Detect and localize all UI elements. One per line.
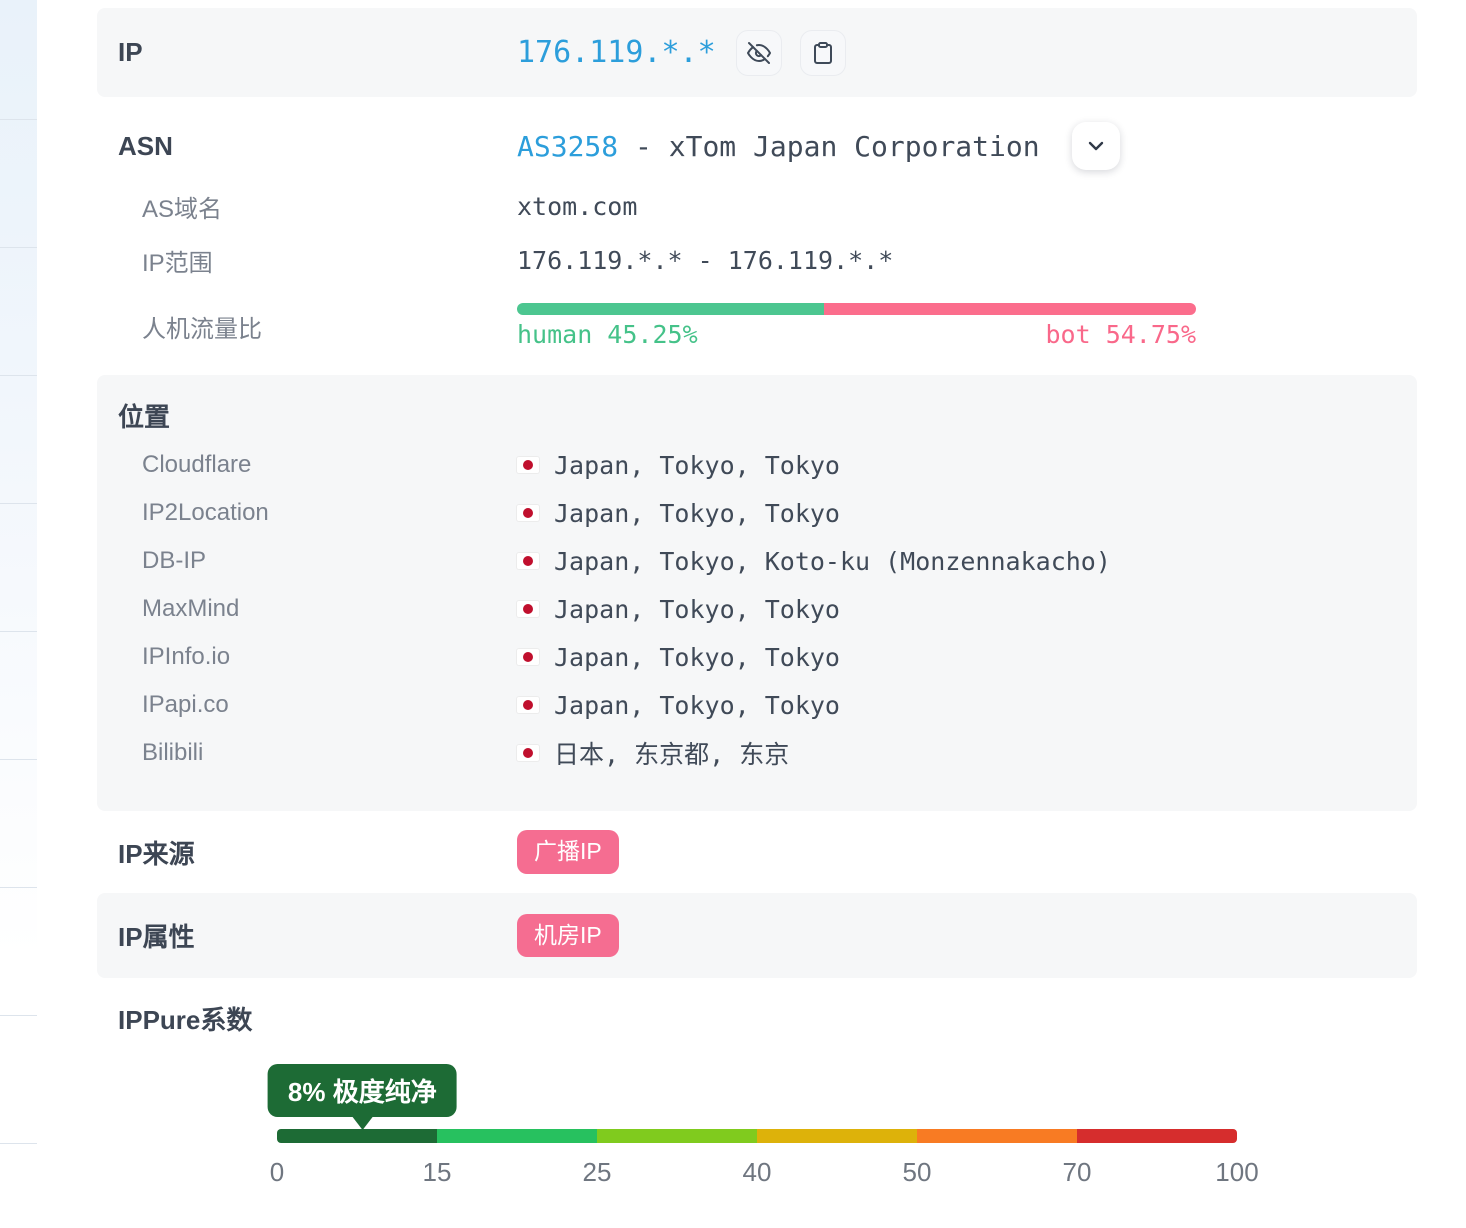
- location-row-ipapi: IPapi.co Japan, Tokyo, Tokyo: [118, 681, 1396, 729]
- ippure-score-tooltip: 8% 极度纯净: [267, 1064, 457, 1130]
- ip-label: IP: [118, 37, 143, 67]
- location-title-row: 位置: [118, 389, 1396, 441]
- ip-range-value: 176.119.*.* - 176.119.*.*: [517, 245, 894, 275]
- traffic-ratio-row: 人机流量比 human 45.25% bot 54.75%: [118, 287, 1396, 365]
- as-domain-row: AS域名 xtom.com: [118, 179, 1396, 233]
- ip-attribute-label: IP属性: [118, 922, 195, 952]
- scale-segment: [597, 1129, 757, 1143]
- location-value: Japan, Tokyo, Tokyo: [554, 498, 840, 528]
- scale-tick: 15: [422, 1157, 452, 1187]
- as-domain-label: AS域名: [142, 195, 223, 223]
- eye-off-icon: [746, 41, 771, 65]
- ip-range-label: IP范围: [142, 249, 213, 277]
- location-source-label: IP2Location: [142, 499, 269, 526]
- location-source-label: Bilibili: [142, 739, 204, 766]
- scale-tick: 100: [1215, 1157, 1259, 1187]
- chevron-down-icon: [1084, 134, 1108, 158]
- location-value: Japan, Tokyo, Tokyo: [554, 642, 840, 672]
- ippure-title: IPPure系数: [118, 1004, 253, 1035]
- location-value: Japan, Tokyo, Koto-ku (Monzennakacho): [554, 546, 1111, 576]
- japan-flag-icon: [517, 601, 539, 617]
- location-section: 位置 Cloudflare Japan, Tokyo, Tokyo IP2Loc…: [97, 375, 1417, 811]
- hide-ip-button[interactable]: [735, 29, 782, 76]
- clipboard-icon: [811, 41, 835, 65]
- as-number-link[interactable]: AS3258: [517, 129, 619, 163]
- datacenter-ip-badge: 机房IP: [517, 913, 619, 958]
- traffic-ratio-widget: human 45.25% bot 54.75%: [517, 303, 1196, 349]
- japan-flag-icon: [517, 457, 539, 473]
- scale-tick: 50: [902, 1157, 932, 1187]
- ippure-title-row: IPPure系数: [118, 992, 1396, 1044]
- as-domain-value: xtom.com: [517, 191, 638, 221]
- asn-section: ASN AS3258 - xTom Japan Corporation AS域名…: [97, 97, 1417, 375]
- copy-ip-button[interactable]: [799, 29, 846, 76]
- broadcast-ip-badge: 广播IP: [517, 830, 619, 874]
- location-source-label: IPapi.co: [142, 691, 229, 718]
- ippure-scale-bar: [277, 1129, 1237, 1143]
- traffic-bar-bot: [824, 303, 1196, 315]
- asn-org-text: - xTom Japan Corporation: [618, 129, 1040, 163]
- location-row-ipinfo: IPInfo.io Japan, Tokyo, Tokyo: [118, 633, 1396, 681]
- location-row-cloudflare: Cloudflare Japan, Tokyo, Tokyo: [118, 441, 1396, 489]
- asn-row: ASN AS3258 - xTom Japan Corporation: [118, 113, 1396, 179]
- ip-attribute-row: IP属性 机房IP: [97, 893, 1417, 978]
- location-row-dbip: DB-IP Japan, Tokyo, Koto-ku (Monzennakac…: [118, 537, 1396, 585]
- ip-source-row: IP来源 广播IP: [97, 811, 1417, 893]
- location-value: 日本, 东京都, 东京: [554, 740, 790, 769]
- ip-row: IP 176.119.*.*: [97, 8, 1417, 97]
- location-source-label: MaxMind: [142, 595, 240, 622]
- asn-value: AS3258 - xTom Japan Corporation: [517, 130, 1040, 163]
- location-value: Japan, Tokyo, Tokyo: [554, 450, 840, 480]
- scale-segment: [757, 1129, 917, 1143]
- japan-flag-icon: [517, 745, 539, 761]
- scale-tick: 70: [1062, 1157, 1092, 1187]
- scale-tick: 40: [742, 1157, 772, 1187]
- background-table-edge: [0, 0, 37, 1228]
- scale-tick: 25: [582, 1157, 612, 1187]
- bot-traffic-text: bot 54.75%: [1045, 320, 1196, 349]
- traffic-ratio-label: 人机流量比: [142, 315, 262, 343]
- ippure-scale: 8% 极度纯净 0 15 25 40 50 70 100: [267, 1064, 1259, 1187]
- location-title: 位置: [118, 401, 171, 432]
- japan-flag-icon: [517, 505, 539, 521]
- scale-segment: [437, 1129, 597, 1143]
- asn-expand-button[interactable]: [1071, 122, 1120, 170]
- location-source-label: DB-IP: [142, 547, 207, 574]
- location-source-label: Cloudflare: [142, 451, 252, 478]
- japan-flag-icon: [517, 649, 539, 665]
- location-source-label: IPInfo.io: [142, 643, 231, 670]
- ippure-section: IPPure系数 8% 极度纯净 0 15 25 40 50 70 100: [97, 978, 1417, 1207]
- traffic-bar-human: [517, 303, 825, 315]
- human-traffic-text: human 45.25%: [517, 320, 698, 349]
- japan-flag-icon: [517, 697, 539, 713]
- location-value: Japan, Tokyo, Tokyo: [554, 594, 840, 624]
- scale-tick: 0: [269, 1157, 285, 1187]
- location-row-ip2location: IP2Location Japan, Tokyo, Tokyo: [118, 489, 1396, 537]
- scale-segment: [277, 1129, 437, 1143]
- location-row-maxmind: MaxMind Japan, Tokyo, Tokyo: [118, 585, 1396, 633]
- asn-label: ASN: [118, 130, 173, 161]
- ippure-scale-ticks: 0 15 25 40 50 70 100: [270, 1143, 1259, 1187]
- location-row-bilibili: Bilibili 日本, 东京都, 东京: [118, 729, 1396, 777]
- traffic-bar-labels: human 45.25% bot 54.75%: [517, 320, 1196, 349]
- ip-value-link[interactable]: 176.119.*.*: [517, 35, 716, 70]
- location-value: Japan, Tokyo, Tokyo: [554, 690, 840, 720]
- ip-range-row: IP范围 176.119.*.* - 176.119.*.*: [118, 233, 1396, 287]
- ip-info-panel: IP 176.119.*.* ASN AS3258 - xTom: [97, 0, 1417, 1207]
- scale-segment: [1077, 1129, 1237, 1143]
- traffic-bar: [517, 303, 1196, 315]
- japan-flag-icon: [517, 553, 539, 569]
- ip-source-label: IP来源: [118, 838, 195, 869]
- scale-segment: [917, 1129, 1077, 1143]
